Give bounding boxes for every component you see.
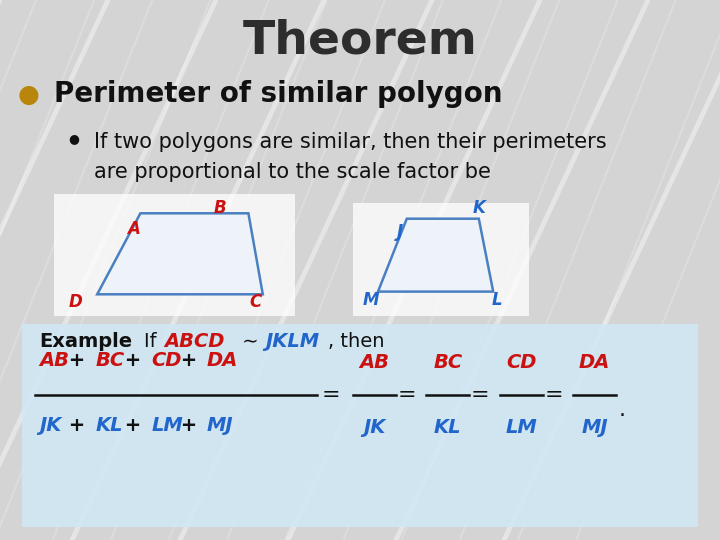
Text: Example: Example [40,332,132,351]
Text: A: A [127,220,140,239]
Text: ∼: ∼ [236,332,265,351]
Text: MJ: MJ [207,416,233,435]
Text: KL: KL [95,416,123,435]
Text: CD: CD [506,353,536,372]
Text: ABCD: ABCD [164,332,225,351]
Text: DA: DA [579,353,611,372]
FancyBboxPatch shape [54,194,295,316]
Text: M: M [363,291,379,309]
Text: Perimeter of similar polygon: Perimeter of similar polygon [54,80,503,109]
Text: JKLM: JKLM [265,332,319,351]
Text: AB: AB [40,351,70,370]
Text: +: + [174,351,204,370]
Text: +: + [62,351,92,370]
Text: =: = [471,385,490,406]
Text: =: = [322,385,341,406]
Text: +: + [62,416,92,435]
Text: =: = [397,385,416,406]
Text: KL: KL [434,418,462,437]
Text: JK: JK [40,416,62,435]
Text: If: If [144,332,163,351]
Text: AB: AB [359,353,390,372]
Text: ●: ● [18,83,40,106]
FancyBboxPatch shape [22,324,698,526]
Text: =: = [544,385,563,406]
Text: +: + [118,351,148,370]
Text: BC: BC [433,353,462,372]
Text: D: D [68,293,83,312]
Text: +: + [118,416,148,435]
FancyBboxPatch shape [353,202,529,316]
Text: J: J [397,223,402,241]
Text: LM: LM [505,418,537,437]
Text: .: . [618,400,626,421]
Text: +: + [174,416,204,435]
Text: BC: BC [95,351,125,370]
Text: JK: JK [363,418,386,437]
Polygon shape [97,213,263,294]
Text: If two polygons are similar, then their perimeters: If two polygons are similar, then their … [94,132,606,152]
Text: B: B [213,199,226,217]
Text: C: C [249,293,262,312]
Text: K: K [472,199,485,217]
Text: LM: LM [151,416,183,435]
Polygon shape [378,219,493,292]
Text: CD: CD [151,351,181,370]
Text: L: L [492,291,502,309]
Text: , then: , then [328,332,384,351]
Text: are proportional to the scale factor be: are proportional to the scale factor be [94,162,490,182]
Text: DA: DA [207,351,238,370]
Text: ●: ● [68,132,79,145]
Text: MJ: MJ [582,418,608,437]
Text: Theorem: Theorem [243,19,477,64]
